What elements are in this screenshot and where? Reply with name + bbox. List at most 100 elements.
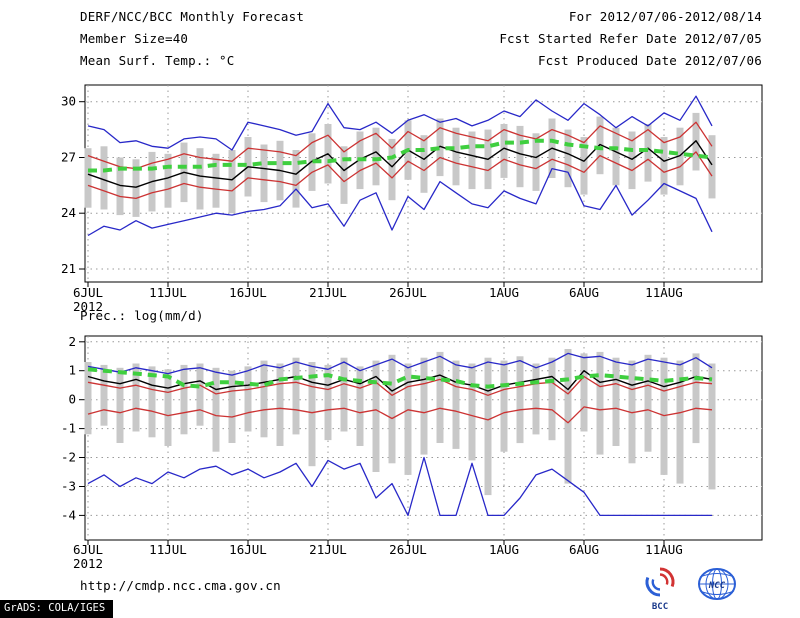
ensemble-spread-bar xyxy=(404,363,412,475)
ensemble-spread-bar xyxy=(100,364,108,426)
series-ensemble-max xyxy=(87,95,713,151)
x-tick-label: 11JUL xyxy=(149,285,187,300)
ensemble-spread-bar xyxy=(84,362,92,435)
y-tick-label: 24 xyxy=(61,205,76,220)
x-tick-label: 26JUL xyxy=(389,542,427,557)
x-tick-label: 1AUG xyxy=(489,542,519,557)
ncc-logo-icon: NCC xyxy=(698,568,736,600)
x-tick-sublabel: 2012 xyxy=(73,299,103,314)
ensemble-spread-bar xyxy=(100,146,108,210)
temp-variable-label: Mean Surf. Temp.: °C xyxy=(80,53,235,68)
y-tick-label: 30 xyxy=(61,94,76,109)
ensemble-spread-bar xyxy=(388,354,396,464)
fcst-start-date-label: Fcst Started Refer Date 2012/07/05 xyxy=(499,31,762,46)
fcst-produced-date-label: Fcst Produced Date 2012/07/06 xyxy=(537,53,762,68)
x-tick-label: 16JUL xyxy=(229,542,267,557)
ensemble-spread-bar xyxy=(660,357,668,475)
ensemble-spread-bar xyxy=(260,144,268,203)
ensemble-spread-bar xyxy=(324,364,332,441)
ensemble-spread-bar xyxy=(516,125,524,188)
member-size-label: Member Size=40 xyxy=(80,31,189,46)
y-tick-label: 27 xyxy=(61,150,76,165)
ensemble-spread-bar xyxy=(628,131,636,190)
ensemble-spread-bar xyxy=(564,349,572,484)
ensemble-spread-bar xyxy=(708,135,716,199)
ensemble-spread-bar xyxy=(196,363,204,426)
ensemble-spread-bar xyxy=(116,157,124,216)
ensemble-spread-bar xyxy=(340,146,348,204)
chart-title: DERF/NCC/BCC Monthly Forecast xyxy=(80,9,305,24)
ensemble-spread-bar xyxy=(500,124,508,178)
series-lower-quartile xyxy=(87,406,713,424)
ensemble-spread-bar xyxy=(644,354,652,452)
ensemble-spread-bar xyxy=(612,357,620,446)
ensemble-spread-bar xyxy=(356,366,364,446)
series-upper-quartile xyxy=(87,121,713,170)
series-ensemble-mean xyxy=(87,140,713,188)
ensemble-spread-bar xyxy=(612,127,620,186)
ensemble-spread-bar xyxy=(628,360,636,464)
x-tick-label: 11AUG xyxy=(645,542,683,557)
x-tick-label: 26JUL xyxy=(389,285,427,300)
y-tick-label: -3 xyxy=(61,479,76,494)
y-tick-label: 21 xyxy=(61,261,76,276)
ensemble-spread-bar xyxy=(436,351,444,443)
x-tick-label: 16JUL xyxy=(229,285,267,300)
series-lower-quartile xyxy=(87,151,713,200)
ensemble-spread-bar xyxy=(340,357,348,432)
x-tick-label: 21JUL xyxy=(309,285,347,300)
prec-variable-label: Prec.: log(mm/d) xyxy=(80,308,204,323)
ensemble-spread-bar xyxy=(452,360,460,449)
series-ensemble-min xyxy=(87,167,713,237)
x-tick-label: 1AUG xyxy=(489,285,519,300)
ensemble-spread-bar xyxy=(196,148,204,210)
ensemble-spread-bar xyxy=(372,127,380,186)
grads-credit-badge: GrADS: COLA/IGES xyxy=(0,600,114,618)
series-ensemble-min xyxy=(87,456,712,517)
ncc-logo-label: NCC xyxy=(708,581,726,591)
ensemble-spread-bar xyxy=(164,369,172,446)
bcc-logo-label: BCC xyxy=(652,602,668,612)
x-tick-label: 6AUG xyxy=(569,285,599,300)
ensemble-spread-bar xyxy=(596,351,604,455)
ensemble-spread-bar xyxy=(308,362,316,467)
ensemble-spread-bar xyxy=(436,118,444,177)
ensemble-spread-bar xyxy=(420,135,428,193)
ensemble-spread-bar xyxy=(420,357,428,455)
forecast-range-label: For 2012/07/06-2012/08/14 xyxy=(568,9,762,24)
ensemble-spread-bar xyxy=(580,353,588,432)
x-tick-label: 6JUL xyxy=(73,285,103,300)
footer-logos: BCC NCC xyxy=(645,567,736,612)
ensemble-spread-bar xyxy=(84,148,92,208)
ensemble-spread-bar xyxy=(116,367,124,443)
y-tick-label: -4 xyxy=(61,507,76,522)
plot-frame xyxy=(84,335,763,541)
ensemble-spread-bar xyxy=(692,353,700,444)
ensemble-spread-bar xyxy=(244,366,252,432)
ensemble-spread-bar xyxy=(148,366,156,438)
x-tick-label: 11AUG xyxy=(645,285,683,300)
ensemble-spread-bar xyxy=(468,131,476,190)
ensemble-spread-bar xyxy=(548,357,556,441)
x-tick-label: 11JUL xyxy=(149,542,187,557)
y-tick-label: 0 xyxy=(68,392,76,407)
ensemble-spread-bar xyxy=(228,370,236,443)
ensemble-spread-bar xyxy=(532,363,540,435)
ensemble-spread-bar xyxy=(372,360,380,472)
y-tick-label: -2 xyxy=(61,450,76,465)
series-ensemble-max xyxy=(87,352,713,376)
bcc-logo-icon: BCC xyxy=(645,567,675,612)
ensemble-spread-bar xyxy=(516,356,524,444)
ensemble-spread-bar xyxy=(564,129,572,188)
ensemble-spread-bar xyxy=(500,360,508,452)
ensemble-spread-bar xyxy=(180,364,188,435)
ensemble-spread-bar xyxy=(532,133,540,191)
y-tick-label: 2 xyxy=(68,334,76,349)
ensemble-spread-bar xyxy=(260,360,268,438)
ensemble-spread-bar xyxy=(644,124,652,182)
ensemble-spread-bar xyxy=(132,159,140,217)
x-tick-sublabel: 2012 xyxy=(73,556,103,571)
ensemble-spread-bar xyxy=(452,127,460,186)
